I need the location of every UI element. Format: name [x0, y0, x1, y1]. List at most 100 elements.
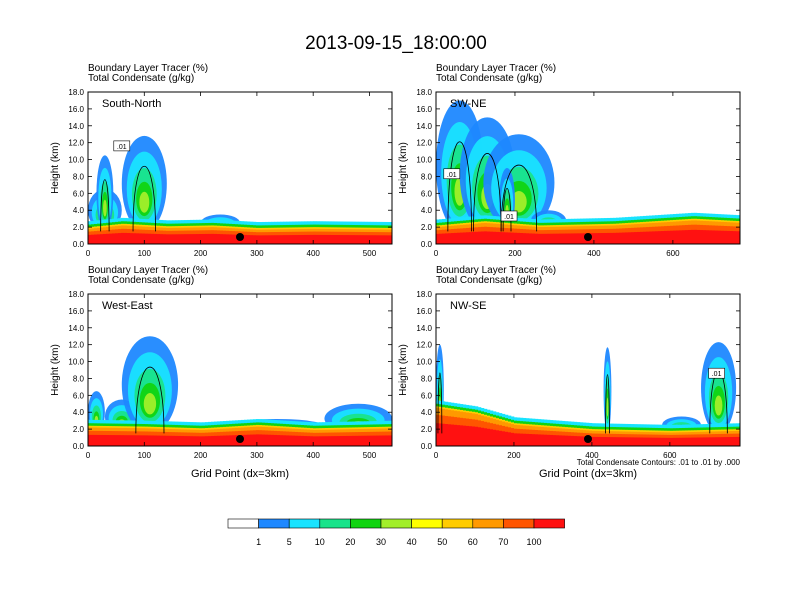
bl-band	[511, 432, 515, 446]
bl-band	[604, 437, 608, 446]
bl-band	[316, 436, 320, 446]
bl-band	[496, 430, 500, 446]
bl-band	[550, 233, 554, 244]
x-tick-label: 600	[663, 451, 677, 460]
x-tick-label: 300	[250, 249, 264, 258]
condensate-contour	[605, 374, 610, 434]
bl-band	[652, 437, 656, 446]
bl-band	[703, 437, 707, 446]
y-tick-label: 0.0	[73, 240, 85, 249]
bl-band	[334, 235, 338, 244]
bl-band	[487, 231, 491, 244]
bl-band	[307, 436, 311, 446]
bl-band	[499, 430, 503, 446]
panel-header-condensate: Total Condensate (g/kg)	[436, 275, 542, 286]
y-tick-label: 16.0	[68, 105, 84, 114]
y-tick-label: 0.0	[73, 442, 85, 451]
y-tick-label: 14.0	[416, 122, 432, 131]
bl-band	[640, 231, 644, 244]
bl-band	[223, 234, 227, 244]
bl-band	[598, 436, 602, 446]
plot-frame	[435, 293, 741, 447]
y-tick-label: 14.0	[68, 122, 84, 131]
y-tick-label: 10.0	[416, 156, 432, 165]
bl-band	[481, 427, 485, 446]
bl-band	[724, 230, 728, 244]
bl-band	[232, 435, 236, 446]
colorbar-swatch	[319, 518, 351, 529]
bl-band	[532, 434, 536, 446]
bl-band	[439, 233, 443, 244]
bl-band	[571, 435, 575, 446]
bl-band	[112, 435, 116, 446]
bl-band	[97, 434, 101, 446]
bl-band	[733, 231, 737, 244]
bl-band	[460, 425, 464, 446]
bl-band	[619, 437, 623, 446]
bl-band	[265, 235, 269, 244]
bl-band	[370, 435, 374, 446]
y-tick-label: 14.0	[68, 324, 84, 333]
bl-band	[283, 435, 287, 446]
bl-band	[550, 434, 554, 446]
y-axis-label: Height (km)	[50, 142, 61, 194]
colorbar-swatch	[411, 518, 443, 529]
y-tick-label: 4.0	[73, 206, 85, 215]
panel-label: West-East	[102, 300, 153, 312]
bl-band	[337, 235, 341, 244]
bl-band	[277, 435, 281, 446]
plot-area	[88, 294, 392, 446]
bl-band	[292, 235, 296, 244]
bl-band	[376, 235, 380, 244]
bl-band	[478, 231, 482, 244]
bl-band	[286, 235, 290, 244]
bl-band	[385, 235, 389, 244]
bl-band	[271, 434, 275, 446]
bl-band	[493, 231, 497, 244]
bl-band	[331, 234, 335, 244]
x-tick-label: 400	[587, 249, 601, 258]
bl-band	[184, 234, 188, 244]
bl-band	[382, 235, 386, 244]
bl-band	[214, 435, 218, 446]
bl-band	[700, 437, 704, 446]
y-tick-label: 0.0	[421, 442, 433, 451]
bl-band	[514, 232, 518, 244]
bl-band	[706, 230, 710, 244]
bl-band	[697, 229, 701, 244]
colorbar-swatch	[258, 518, 290, 529]
bl-band	[151, 233, 155, 244]
bl-band	[106, 233, 110, 244]
bl-band	[529, 434, 533, 446]
y-tick-label: 16.0	[416, 105, 432, 114]
bl-band	[361, 235, 365, 244]
panel-label: South-North	[102, 98, 161, 110]
panel-header-condensate: Total Condensate (g/kg)	[88, 275, 194, 286]
bl-band	[346, 235, 350, 244]
bl-band	[613, 232, 617, 244]
x-tick-label: 100	[138, 451, 152, 460]
bl-band	[442, 233, 446, 244]
y-tick-label: 12.0	[68, 341, 84, 350]
bl-band	[685, 230, 689, 244]
bl-band	[607, 437, 611, 446]
bl-band	[376, 435, 380, 446]
bl-band	[313, 436, 317, 446]
bl-band	[88, 234, 92, 244]
bl-band	[235, 234, 239, 244]
panel-header-tracer: Boundary Layer Tracer (%)	[88, 63, 208, 74]
bl-band	[109, 233, 113, 244]
bl-band	[292, 435, 296, 446]
bl-band	[106, 435, 110, 446]
bl-band	[121, 435, 125, 446]
bl-band	[523, 433, 527, 446]
panel-west-east: Boundary Layer Tracer (%)Total Condensat…	[50, 265, 393, 480]
bl-band	[256, 434, 260, 446]
bl-band	[724, 437, 728, 446]
bl-band	[493, 429, 497, 446]
panel-header-tracer: Boundary Layer Tracer (%)	[436, 265, 556, 276]
bl-band	[508, 432, 512, 446]
bl-band	[202, 233, 206, 244]
colorbar-swatch	[503, 518, 535, 529]
